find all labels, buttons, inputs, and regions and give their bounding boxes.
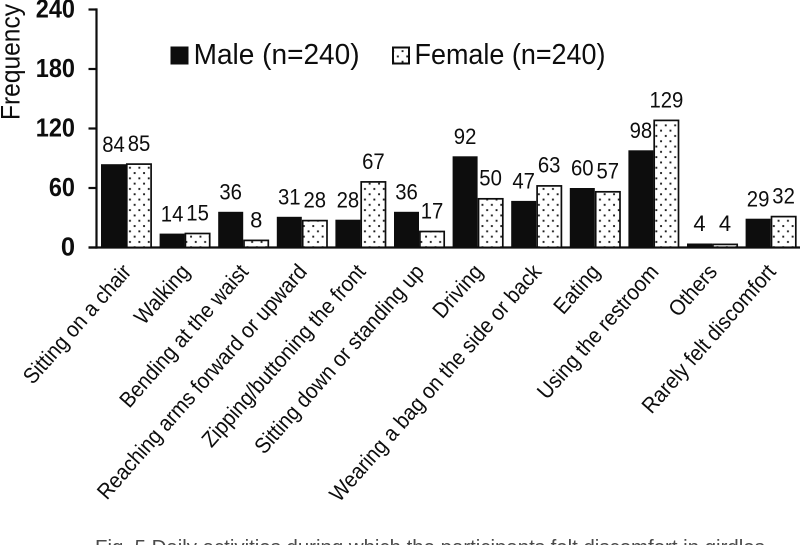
svg-text:32: 32: [772, 184, 795, 209]
svg-text:8: 8: [250, 207, 262, 232]
svg-text:63: 63: [538, 153, 561, 178]
svg-text:Fig. 5 Daily activities during: Fig. 5 Daily activities during which the…: [95, 537, 765, 545]
svg-text:28: 28: [304, 187, 327, 212]
svg-text:4: 4: [719, 211, 731, 236]
svg-text:50: 50: [479, 166, 502, 191]
svg-text:Male (n=240): Male (n=240): [194, 39, 360, 71]
svg-text:0: 0: [61, 234, 75, 262]
svg-text:36: 36: [395, 180, 418, 205]
svg-text:84: 84: [102, 132, 125, 157]
svg-text:4: 4: [693, 211, 705, 236]
svg-text:47: 47: [512, 169, 535, 194]
svg-text:98: 98: [630, 118, 653, 143]
svg-text:15: 15: [186, 200, 209, 225]
svg-text:17: 17: [421, 198, 444, 223]
svg-text:28: 28: [337, 187, 360, 212]
svg-text:31: 31: [278, 185, 301, 210]
svg-text:85: 85: [128, 131, 151, 156]
svg-text:14: 14: [161, 201, 184, 226]
svg-text:29: 29: [747, 186, 770, 211]
svg-text:60: 60: [571, 156, 594, 181]
svg-text:60: 60: [49, 174, 75, 202]
svg-text:180: 180: [36, 55, 75, 83]
svg-text:240: 240: [36, 0, 75, 24]
svg-text:Frequency: Frequency: [0, 3, 26, 120]
svg-text:92: 92: [454, 124, 477, 149]
svg-text:57: 57: [597, 159, 620, 184]
svg-text:120: 120: [36, 115, 75, 143]
svg-text:36: 36: [219, 180, 242, 205]
svg-text:129: 129: [649, 87, 683, 112]
svg-text:Female (n=240): Female (n=240): [415, 39, 606, 71]
svg-text:67: 67: [362, 149, 385, 174]
